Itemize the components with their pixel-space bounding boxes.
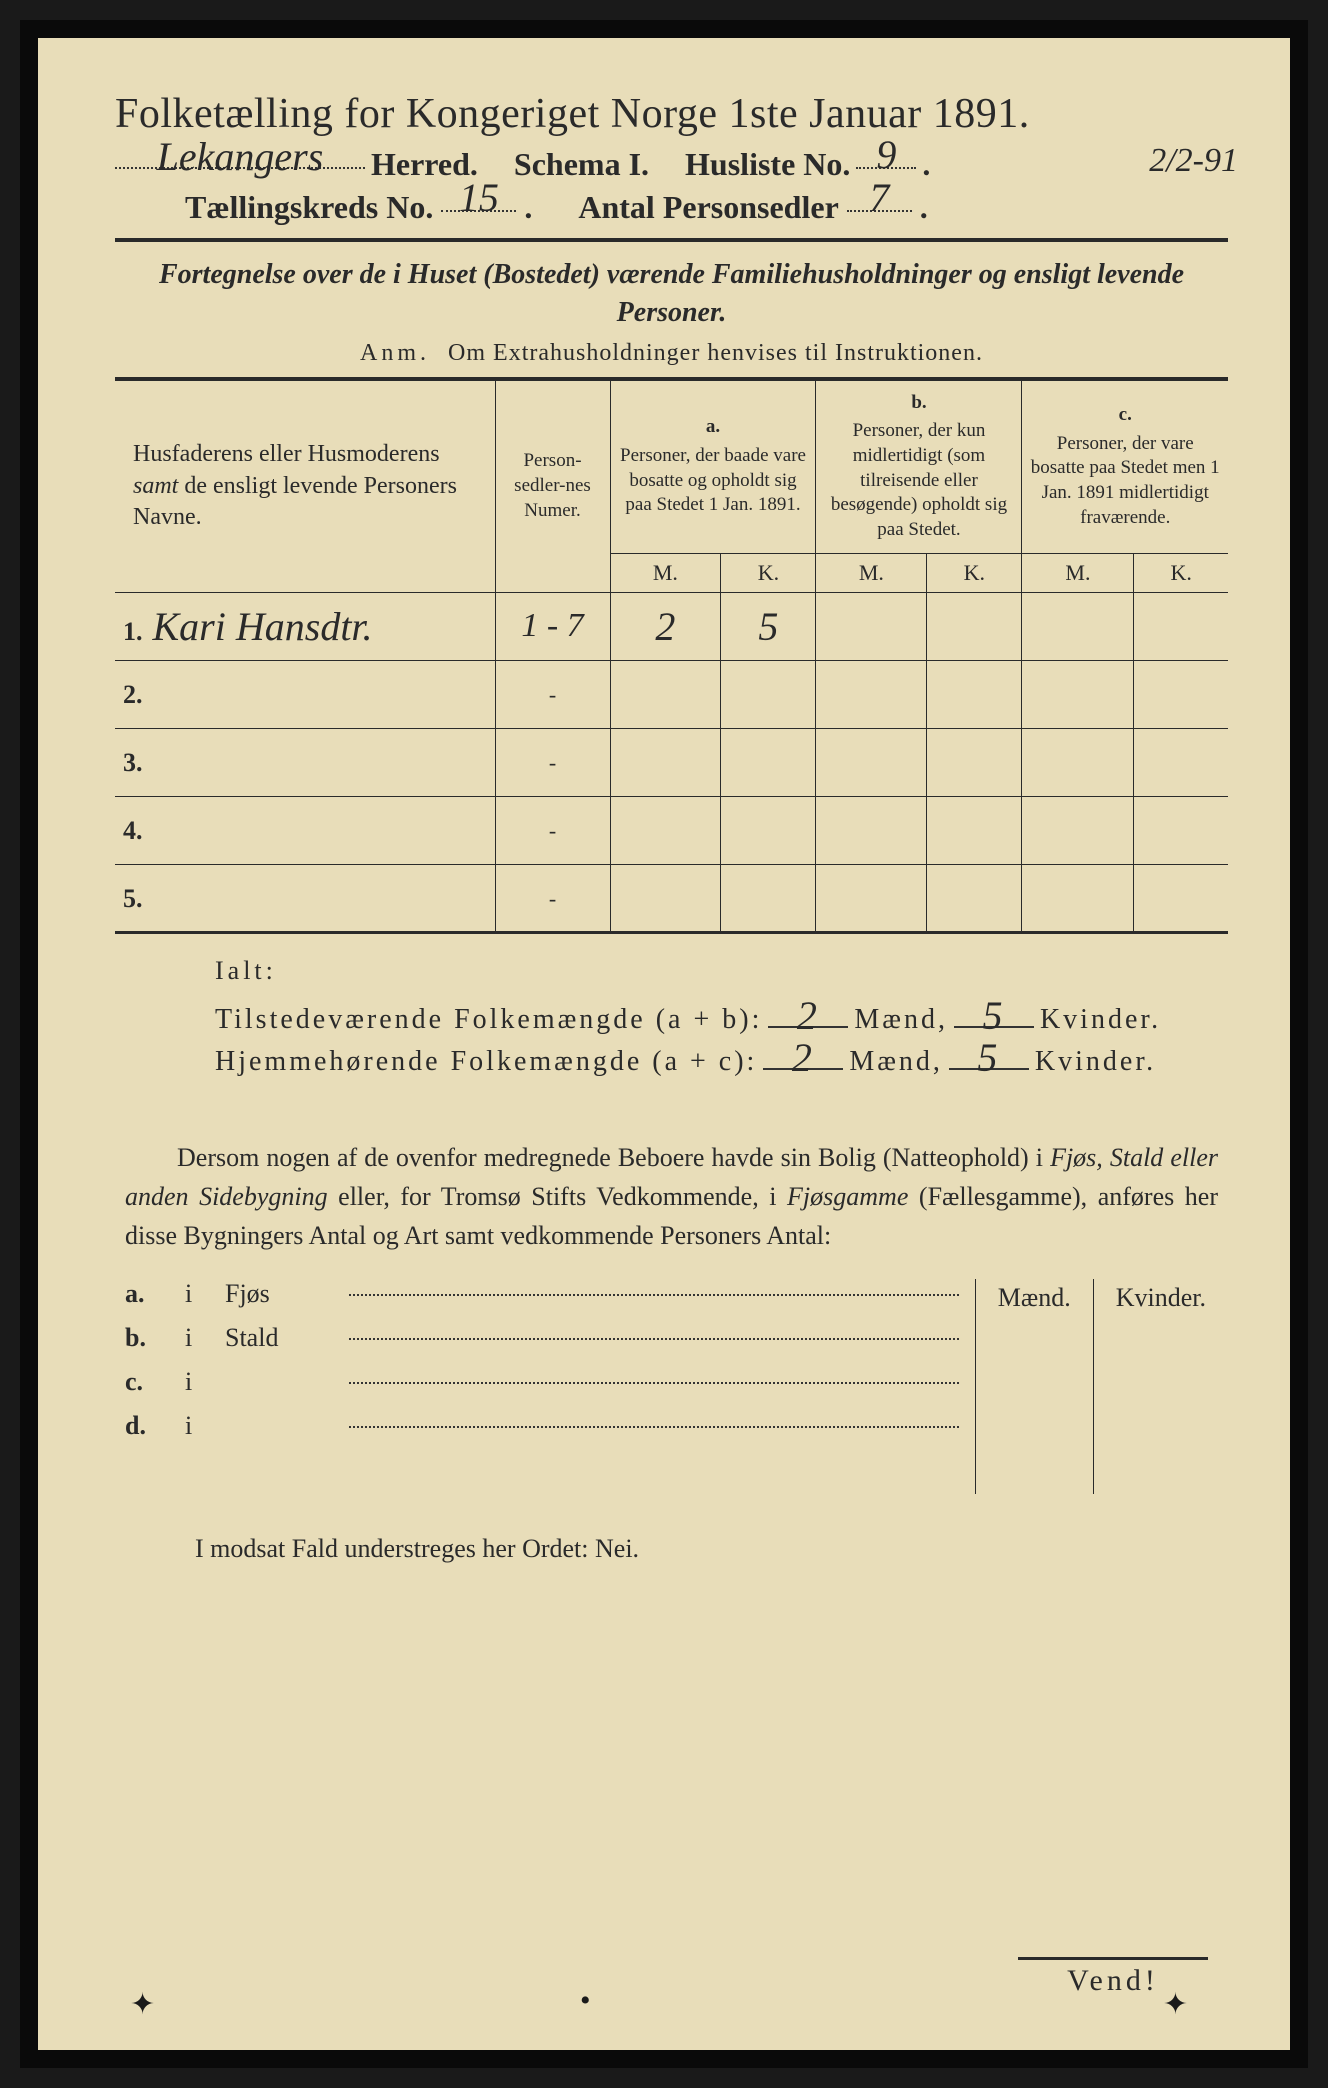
table-row: 3. - [115,728,1228,796]
col-a-header: a. Personer, der baade vare bosatte og o… [610,379,816,554]
col-names-header: Husfaderens eller Husmoderens samt de en… [115,379,495,593]
row-c-k [1134,728,1228,796]
row-num: 1 - 7 [495,592,610,660]
household-table: Husfaderens eller Husmoderens samt de en… [115,377,1228,934]
ialt-2-m: 2 [763,1034,843,1081]
kreds-label: Tællingskreds No. [185,189,433,226]
col-num-header: Person-sedler-nes Numer. [495,379,610,593]
row-b-m [816,864,927,932]
ialt-2-k: 5 [949,1034,1029,1081]
row-name: 4. [115,796,495,864]
bygning-row: b. i Stald [125,1323,959,1353]
col-a-m: M. [610,553,721,592]
row-c-k [1134,864,1228,932]
kreds-field: 15 [441,210,516,212]
row-c-m [1022,728,1134,796]
row-c-k [1134,592,1228,660]
husliste-field: 9 [856,167,916,169]
row-c-k [1134,796,1228,864]
row-b-k [927,864,1022,932]
row-c-m [1022,796,1134,864]
table-row: 4. - [115,796,1228,864]
modsat-line: I modsat Fald understreges her Ordet: Ne… [195,1534,1228,1564]
ialt-line-1: Tilstedeværende Folkemængde (a + b): 2 M… [215,1004,1228,1036]
date-annotation: 2/2-91 [1149,142,1238,180]
row-b-k [927,796,1022,864]
row-c-m [1022,592,1134,660]
herred-field: Lekangers [115,167,365,169]
row-c-m [1022,864,1134,932]
row-a-k [721,660,816,728]
bygning-row: a. i Fjøs [125,1279,959,1309]
row-c-k [1134,660,1228,728]
row-b-m [816,660,927,728]
row-b-k [927,728,1022,796]
header-line-3: Tællingskreds No. 15 . Antal Personsedle… [185,189,1228,226]
husliste-label: Husliste No. [685,146,850,183]
row-name: 5. [115,864,495,932]
col-b-m: M. [816,553,927,592]
dersom-paragraph: Dersom nogen af de ovenfor medregnede Be… [125,1138,1218,1255]
col-b-k: K. [927,553,1022,592]
row-a-m [610,728,721,796]
table-row: 5. - [115,864,1228,932]
ialt-line-2: Hjemmehørende Folkemængde (a + c): 2 Mæn… [215,1046,1228,1078]
header-line-2: Lekangers Herred. Schema I. Husliste No.… [115,146,1228,183]
row-b-m [816,592,927,660]
row-num: - [495,864,610,932]
row-b-m [816,728,927,796]
ialt-1-m: 2 [768,992,848,1039]
ialt-1-k: 5 [954,992,1034,1039]
row-b-k [927,592,1022,660]
row-num: - [495,796,610,864]
ink-mark-icon: ✦ [1163,1987,1188,2022]
col-c-header: c. Personer, der vare bosatte paa Stedet… [1022,379,1228,554]
herred-value: Lekangers [115,133,365,180]
row-a-k: 5 [721,592,816,660]
bygning-kvinder-col: Kvinder. [1093,1279,1228,1494]
row-a-k [721,728,816,796]
schema-label: Schema I. [514,146,649,183]
ialt-block: Ialt: Tilstedeværende Folkemængde (a + b… [215,956,1228,1078]
bygning-mk-box: Mænd. Kvinder. [975,1279,1228,1494]
ink-mark-icon: • [580,1984,591,2018]
bygning-row: c. i [125,1367,959,1397]
col-c-m: M. [1022,553,1134,592]
bygning-row: d. i [125,1411,959,1441]
row-name: 1.Kari Hansdtr. [115,592,495,660]
col-b-header: b. Personer, der kun midlertidigt (som t… [816,379,1022,554]
page-title: Folketælling for Kongeriget Norge 1ste J… [115,90,1228,138]
row-a-m [610,660,721,728]
col-c-k: K. [1134,553,1228,592]
col-a-k: K. [721,553,816,592]
row-num: - [495,728,610,796]
sedler-label: Antal Personsedler [578,189,838,226]
herred-label: Herred. [371,146,478,183]
sedler-field: 7 [847,210,912,212]
row-a-k [721,864,816,932]
anm-note: Anm.Om Extrahusholdninger henvises til I… [115,340,1228,367]
bygning-list: a. i Fjøs b. i Stald c. i d. i [125,1279,959,1455]
row-a-m [610,864,721,932]
row-num: - [495,660,610,728]
fortegnelse-heading: Fortegnelse over de i Huset (Bostedet) v… [155,256,1188,332]
husliste-value: 9 [856,131,916,178]
bygning-maend-col: Mænd. [976,1279,1093,1494]
ialt-title: Ialt: [215,956,1228,986]
row-a-k [721,796,816,864]
bygning-section: a. i Fjøs b. i Stald c. i d. i Mænd. Kvi… [125,1279,1228,1494]
row-c-m [1022,660,1134,728]
table-row: 1.Kari Hansdtr. 1 - 7 2 5 [115,592,1228,660]
table-row: 2. - [115,660,1228,728]
ink-mark-icon: ✦ [130,1987,155,2022]
census-form-page: Folketælling for Kongeriget Norge 1ste J… [20,20,1308,2068]
row-name: 2. [115,660,495,728]
row-b-k [927,660,1022,728]
row-a-m [610,796,721,864]
row-name: 3. [115,728,495,796]
row-b-m [816,796,927,864]
divider [115,238,1228,242]
row-a-m: 2 [610,592,721,660]
